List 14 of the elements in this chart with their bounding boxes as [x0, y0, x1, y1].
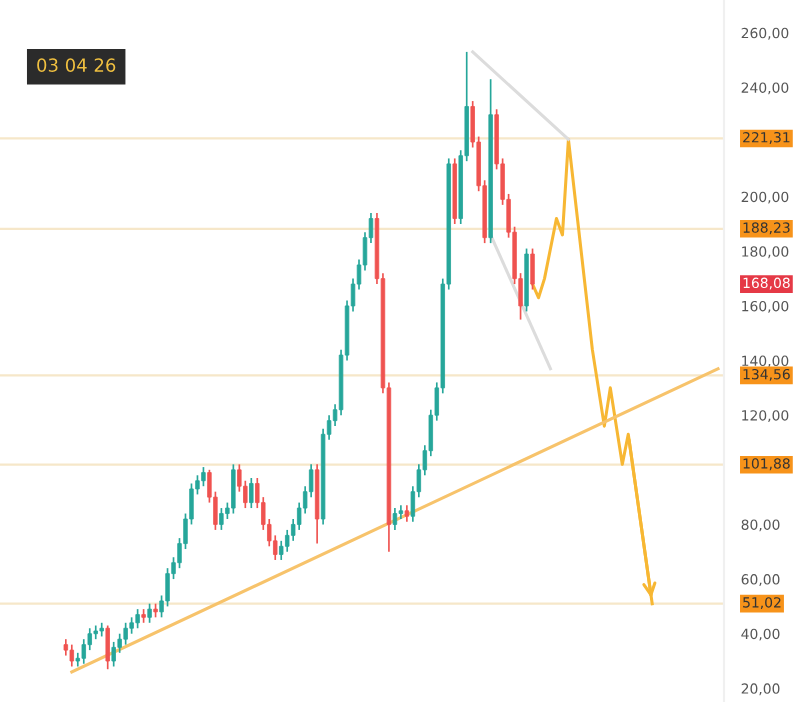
candlestick	[69, 643, 75, 668]
line-series	[531, 137, 654, 606]
candlestick	[105, 624, 110, 671]
candlestick	[147, 602, 152, 624]
candlestick	[111, 641, 116, 668]
candlestick	[231, 463, 236, 515]
candlestick	[201, 466, 206, 488]
candlestick	[392, 507, 398, 531]
candlestick	[135, 608, 140, 630]
candlestick	[123, 621, 128, 646]
candlestick	[249, 477, 254, 509]
candlestick	[530, 247, 535, 291]
candlestick	[219, 507, 224, 531]
annotation: 03 04 26	[37, 58, 116, 72]
